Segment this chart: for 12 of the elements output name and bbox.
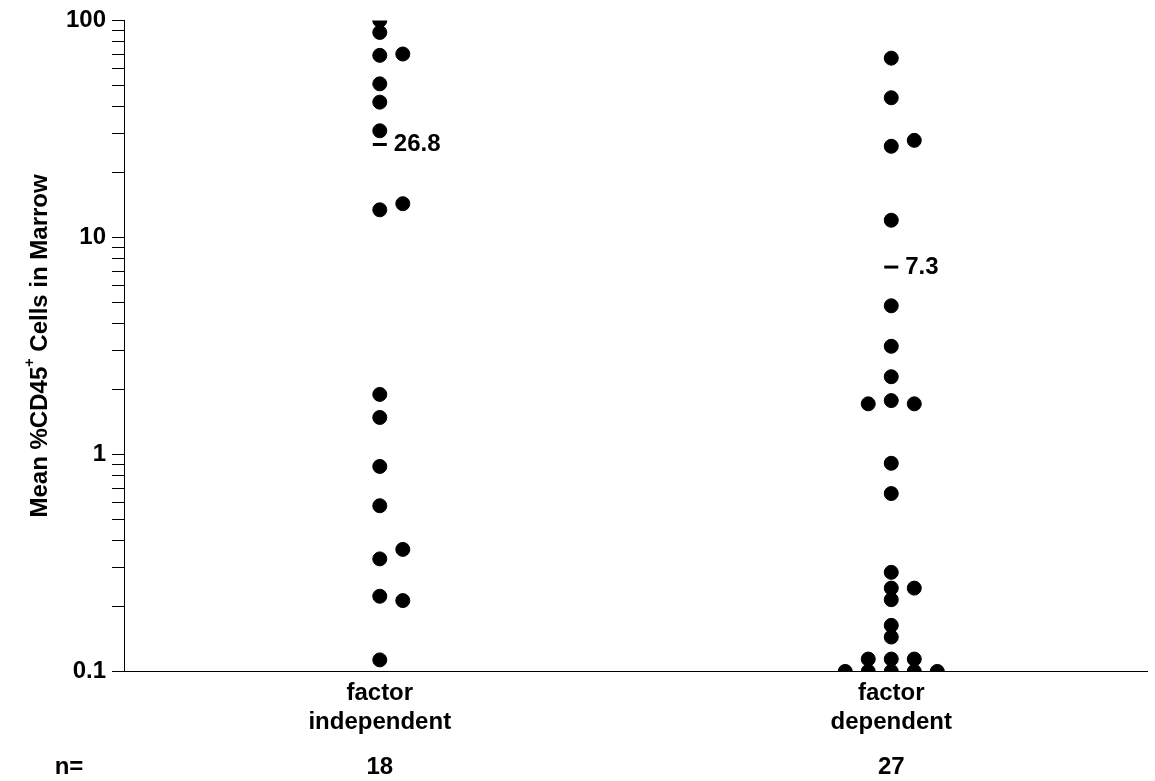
x-tick-label: factor dependent <box>830 678 952 735</box>
y-tick-label: 100 <box>66 5 107 33</box>
ref-line-label: 26.8 <box>393 129 441 157</box>
text: 27 <box>877 751 905 779</box>
y-tick-label: 1 <box>92 439 107 467</box>
ref-line-label: 7.3 <box>905 251 939 279</box>
x-tick-label: factor independent <box>308 678 452 735</box>
text: n= <box>54 751 84 779</box>
y-tick-label: 0.1 <box>72 656 107 684</box>
text: 18 <box>366 751 394 779</box>
y-tick-label: 10 <box>79 222 107 250</box>
y-axis-title: Mean %CD45+ Cells in Marrow <box>21 173 52 518</box>
